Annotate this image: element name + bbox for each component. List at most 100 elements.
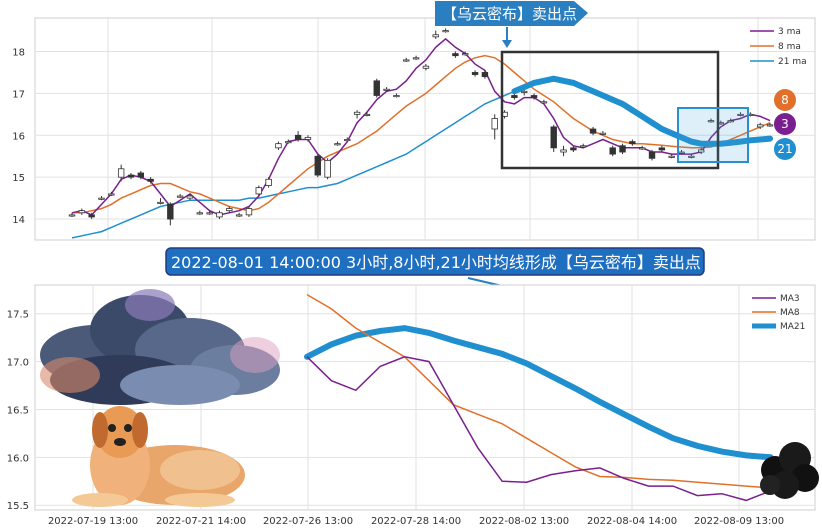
badge-ma8 (774, 89, 796, 111)
bottom-ytick-2: 16.5 (7, 405, 29, 416)
top-ytick-2: 16 (12, 131, 25, 142)
series-ma3-line (306, 356, 771, 502)
candle-body-39 (452, 53, 459, 57)
candle-body-13 (196, 212, 204, 215)
bottom-x-ticks: 2022-07-19 13:00 2022-07-21 14:00 2022-07-… (48, 516, 784, 527)
ma-badges: 8 3 21 (774, 89, 796, 160)
candle-body-5 (117, 168, 125, 178)
storm-cloud-illustration (40, 289, 280, 405)
bottom-xtick-4: 2022-08-02 13:00 (479, 516, 569, 527)
bottom-xtick-3: 2022-07-28 14:00 (371, 516, 461, 527)
candle-body-24 (304, 136, 312, 140)
candle-body-51 (570, 147, 577, 151)
highlight-box (677, 107, 749, 163)
badge-ma8-label: 8 (781, 93, 789, 107)
candle-body-7 (137, 172, 145, 178)
candle-body-32 (383, 88, 390, 91)
candle-body-61 (668, 155, 675, 158)
top-ytick-3: 17 (12, 89, 25, 100)
candle-body-53 (589, 128, 597, 134)
candle-body-40 (462, 53, 469, 56)
banner-shape (435, 1, 588, 26)
candle-body-1 (78, 210, 86, 214)
ma8-top-layer (72, 54, 771, 214)
banner-text: 【乌云密布】卖出点 (442, 5, 577, 23)
candle-body-43 (491, 118, 498, 130)
candle-body-46 (521, 90, 528, 93)
candle-body-48 (540, 101, 548, 104)
top-ytick-4: 18 (12, 48, 25, 59)
badge-ma3-label: 3 (781, 117, 789, 131)
legend-MA3-label: MA3 (780, 294, 800, 304)
candle-body-14 (206, 212, 213, 215)
candle-body-36 (422, 65, 430, 69)
candle-body-52 (580, 145, 587, 148)
candle-body-15 (216, 212, 223, 218)
candle-body-11 (176, 195, 184, 198)
series-ma21-line (304, 325, 774, 461)
candle-body-6 (127, 174, 135, 178)
candle-body-19 (255, 187, 262, 195)
candle-body-25 (314, 155, 321, 176)
candle-body-63 (688, 155, 695, 158)
candle-body-21 (275, 143, 282, 149)
candle-body-70 (756, 124, 764, 128)
bottom-ytick-0: 15.5 (7, 501, 29, 512)
candle-body-67 (727, 120, 734, 123)
candle-body-9 (157, 201, 164, 204)
candle-body-17 (235, 214, 243, 217)
candle-body-2 (88, 214, 95, 218)
candle-body-10 (167, 203, 174, 220)
candle-body-68 (737, 113, 744, 116)
legend-ma3-label: 3 ma (778, 27, 801, 37)
candle-body-41 (471, 72, 479, 75)
candle-body-55 (609, 147, 616, 155)
candle-body-60 (658, 147, 666, 151)
candle-body-37 (432, 34, 439, 38)
candle-body-23 (294, 134, 302, 140)
signal-label: 2022-08-01 14:00:00 3小时,8小时,21小时均线形成【乌云密… (165, 247, 705, 296)
top-grid (35, 18, 815, 240)
dog-illustration (72, 406, 245, 507)
candle-body-57 (629, 141, 636, 145)
candle-body-31 (373, 80, 380, 96)
candle-body-33 (393, 95, 400, 98)
ma8-top-line (72, 54, 771, 214)
candle-body-28 (344, 139, 351, 142)
candles (68, 28, 774, 226)
bottom-xtick-5: 2022-08-04 14:00 (587, 516, 677, 527)
bottom-ytick-4: 17.5 (7, 310, 29, 321)
black-cloud-illustration (760, 442, 819, 499)
candle-body-59 (648, 151, 656, 159)
candle-body-4 (108, 193, 115, 196)
candle-body-30 (363, 113, 371, 116)
bottom-ytick-3: 17.0 (7, 358, 29, 369)
signal-window-box (500, 50, 720, 170)
bottom-y-ticks: 15.5 16.0 16.5 17.0 17.5 (7, 310, 29, 512)
candle-body-16 (226, 208, 233, 212)
candle-body-26 (324, 160, 331, 178)
bottom-ytick-1: 16.0 (7, 453, 29, 464)
legend-MA21-label: MA21 (780, 322, 805, 332)
bottom-xtick-2: 2022-07-26 13:00 (263, 516, 353, 527)
candle-body-65 (707, 120, 715, 123)
candle-body-49 (550, 126, 557, 149)
badge-ma21-label: 21 (777, 142, 792, 156)
series-ma8-line (306, 293, 771, 489)
candle-body-71 (766, 124, 774, 127)
signal-box (165, 247, 705, 276)
candle-body-38 (442, 30, 449, 33)
candle-body-18 (245, 208, 253, 216)
candle-body-47 (530, 95, 538, 98)
candle-body-56 (619, 145, 626, 153)
legend-MA8-label: MA8 (780, 308, 800, 318)
bottom-xtick-6: 2022-08-09 13:00 (694, 516, 784, 527)
top-panel: 14 15 16 17 18 3 ma 8 ma 21 ma 8 3 21 (12, 17, 816, 241)
badge-ma21 (774, 138, 796, 160)
candle-body-3 (98, 197, 105, 200)
candle-body-64 (697, 149, 705, 153)
candle-body-50 (560, 149, 567, 153)
candle-body-0 (68, 214, 76, 217)
sell-point-banner: 【乌云密布】卖出点 (435, 1, 588, 48)
